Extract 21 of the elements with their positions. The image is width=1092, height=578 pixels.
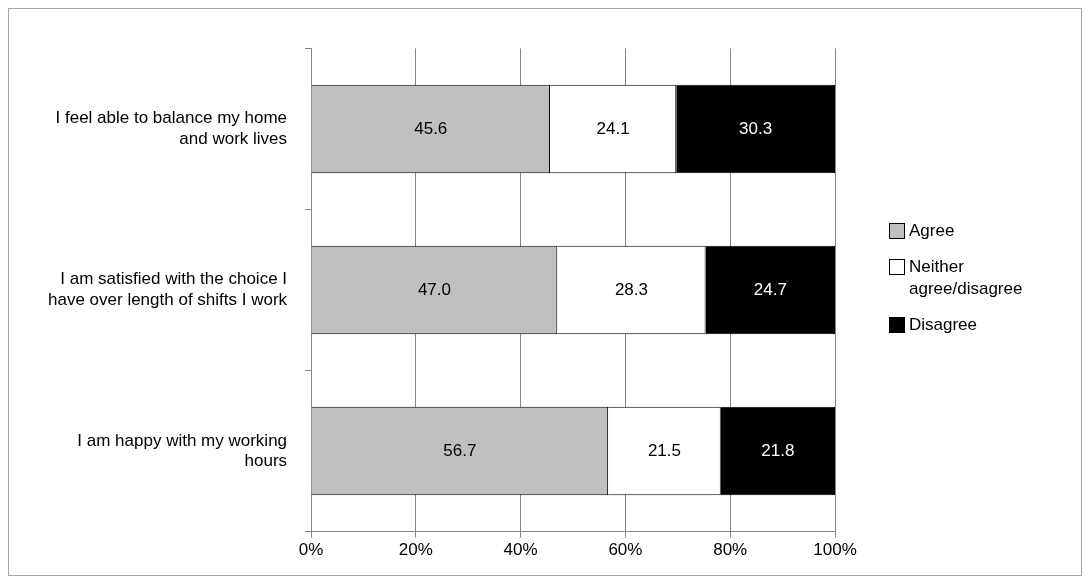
data-label: 47.0 bbox=[417, 279, 451, 299]
y-tick-label: I feel able to balance my home and work lives bbox=[55, 108, 288, 148]
legend-label: Agree bbox=[909, 220, 955, 242]
x-tick-label: 100% bbox=[813, 540, 857, 560]
data-label: 24.7 bbox=[753, 279, 787, 299]
data-label: 21.5 bbox=[647, 440, 682, 460]
data-label: 28.3 bbox=[614, 279, 648, 299]
text: Neither agree/disagree bbox=[909, 256, 1024, 300]
x-tick-label: 40% bbox=[503, 540, 538, 560]
x-tick-label: 80% bbox=[713, 540, 748, 560]
x-tick-label: 0% bbox=[298, 540, 324, 560]
data-label: 56.7 bbox=[443, 440, 477, 460]
data-label: 24.1 bbox=[596, 118, 630, 138]
legend-label: Disagree bbox=[909, 314, 978, 336]
x-tick-label: 60% bbox=[608, 540, 643, 560]
data-label: 45.6 bbox=[414, 118, 448, 138]
data-label: 21.8 bbox=[761, 440, 795, 460]
y-tick-label: I am satisfied with the choice I have over length of shifts I work bbox=[48, 269, 288, 309]
y-tick-label: I am happy with my working hours bbox=[77, 430, 288, 470]
data-label: 30.3 bbox=[739, 118, 773, 138]
x-tick-label: 20% bbox=[398, 540, 433, 560]
